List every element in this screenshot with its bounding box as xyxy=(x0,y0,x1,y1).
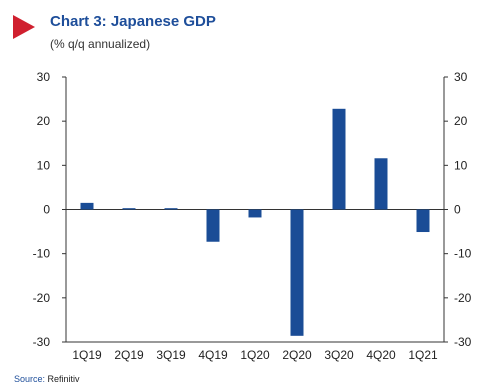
bar xyxy=(332,108,346,210)
x-tick-label: 1Q19 xyxy=(72,348,102,362)
bar xyxy=(416,209,430,233)
x-tick-label: 3Q19 xyxy=(156,348,186,362)
red-flag-icon xyxy=(13,15,35,39)
y-tick-label-left: -30 xyxy=(33,335,51,349)
y-tick-label-right: -20 xyxy=(454,291,472,305)
bar xyxy=(248,209,262,218)
y-tick-label-right: -30 xyxy=(454,335,472,349)
source-label: Source: xyxy=(14,374,46,384)
x-tick-label: 4Q20 xyxy=(366,348,396,362)
x-tick-label: 2Q20 xyxy=(282,348,312,362)
x-tick-label: 1Q21 xyxy=(408,348,438,362)
y-tick-label-left: -20 xyxy=(33,291,51,305)
y-tick-label-right: -10 xyxy=(454,247,472,261)
bar xyxy=(122,208,136,210)
y-tick-label-right: 20 xyxy=(454,114,468,128)
source-note: Source: Refinitiv xyxy=(14,374,80,384)
y-tick-label-left: -10 xyxy=(33,247,51,261)
x-tick-label: 4Q19 xyxy=(198,348,228,362)
y-tick-label-left: 20 xyxy=(37,114,51,128)
y-tick-label-right: 10 xyxy=(454,158,468,172)
x-tick-label: 3Q20 xyxy=(324,348,354,362)
chart-subtitle: (% q/q annualized) xyxy=(50,37,151,51)
bar xyxy=(290,209,304,336)
chart-title: Chart 3: Japanese GDP xyxy=(50,13,216,30)
x-tick-label: 1Q20 xyxy=(240,348,270,362)
bar xyxy=(164,208,178,210)
y-tick-label-left: 30 xyxy=(37,70,51,84)
y-tick-label-right: 30 xyxy=(454,70,468,84)
y-tick-label-left: 0 xyxy=(43,203,50,217)
x-tick-label: 2Q19 xyxy=(114,348,144,362)
bar xyxy=(80,202,94,210)
source-value: Refinitiv xyxy=(47,374,80,384)
bar xyxy=(374,158,388,210)
y-tick-label-right: 0 xyxy=(454,203,461,217)
y-tick-label-left: 10 xyxy=(37,158,51,172)
bar xyxy=(206,209,220,242)
